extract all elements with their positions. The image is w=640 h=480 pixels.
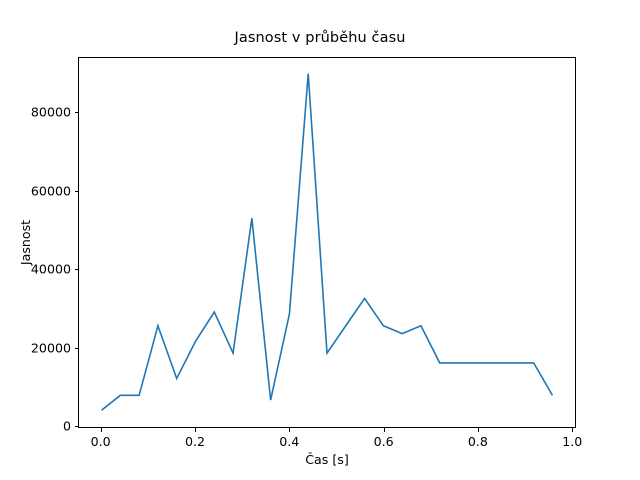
plot-area — [78, 57, 576, 428]
x-tick-mark — [383, 428, 385, 432]
y-tick-label: 40000 — [30, 261, 71, 277]
y-tick-label: 60000 — [30, 183, 71, 199]
x-tick-label: 0.6 — [373, 434, 394, 449]
x-axis-label: Čas [s] — [305, 452, 349, 467]
y-tick-label: 0 — [62, 418, 71, 434]
x-tick-mark — [194, 428, 196, 432]
x-tick-label: 0.8 — [467, 434, 488, 449]
x-tick-label: 1.0 — [562, 434, 583, 449]
y-axis-label: Jasnost — [18, 219, 33, 266]
data-line-series — [101, 73, 554, 411]
x-tick-label: 0.4 — [279, 434, 300, 449]
x-tick-mark — [572, 428, 574, 432]
x-tick-mark — [100, 428, 102, 432]
chart-title: Jasnost v průběhu času — [234, 30, 406, 46]
x-tick-mark — [477, 428, 479, 432]
x-tick-label: 0.0 — [90, 434, 111, 449]
y-tick-label: 80000 — [30, 104, 71, 120]
x-tick-mark — [289, 428, 291, 432]
x-tick-label: 0.2 — [184, 434, 205, 449]
y-tick-label: 20000 — [30, 340, 71, 356]
